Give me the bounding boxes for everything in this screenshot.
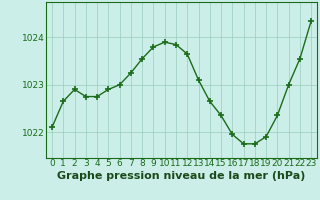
X-axis label: Graphe pression niveau de la mer (hPa): Graphe pression niveau de la mer (hPa) xyxy=(57,171,306,181)
